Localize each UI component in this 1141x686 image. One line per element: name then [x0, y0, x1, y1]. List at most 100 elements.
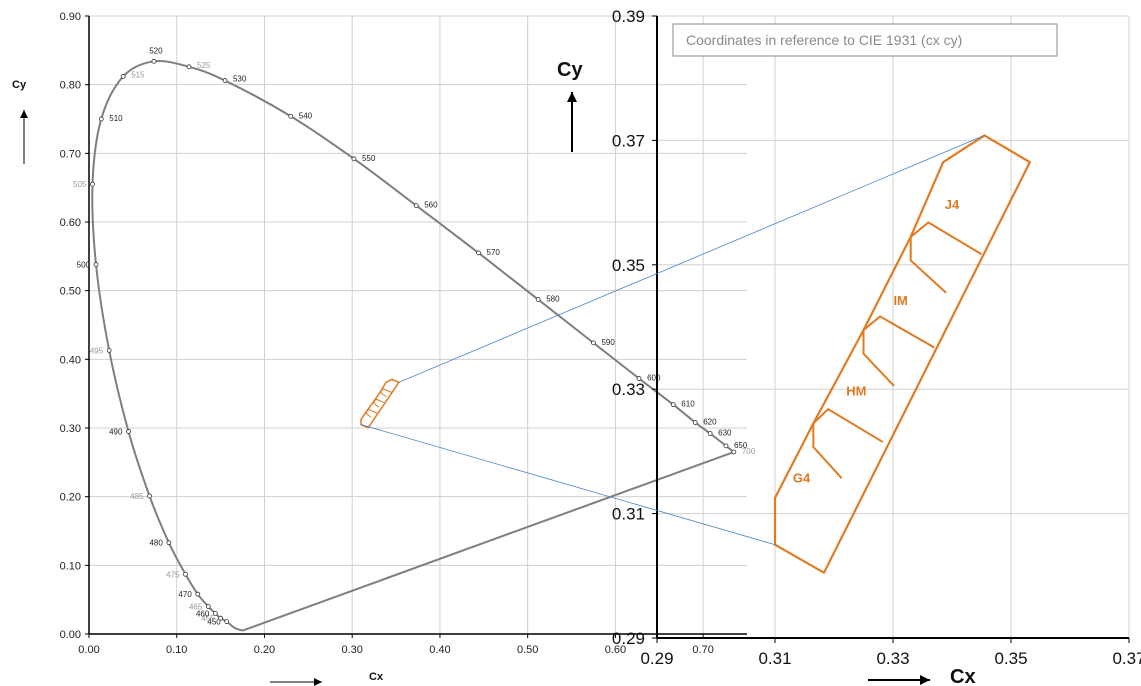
left-y-tick-label: 0.10	[60, 560, 81, 572]
bin-boundary	[862, 315, 935, 349]
wavelength-point	[205, 604, 211, 609]
right-y-tick-label: 0.29	[612, 629, 645, 648]
wavelength-label: 650	[734, 441, 748, 450]
wavelength-label: 540	[299, 111, 313, 120]
wavelength-point	[183, 571, 188, 577]
right-x-tick-label: 0.33	[876, 649, 909, 668]
bin-boundary	[909, 236, 947, 294]
wavelength-label: 505	[73, 180, 87, 189]
bin-boundary	[910, 221, 983, 256]
line-of-purples	[242, 451, 735, 632]
wavelength-point	[636, 376, 642, 381]
bin-boundary-small	[380, 388, 392, 393]
zoom-leader-lines	[360, 135, 985, 546]
right-x-tick-label: 0.37	[1112, 649, 1141, 668]
left-y-tick-label: 0.90	[60, 11, 81, 23]
left-y-arrow	[20, 110, 28, 164]
annotation-text: Coordinates in reference to CIE 1931 (cx…	[686, 32, 962, 48]
bin-boundary-small	[373, 400, 380, 408]
bin-boundary-small	[380, 390, 387, 398]
bin-label-g4: G4	[793, 471, 811, 486]
wavelength-label: 495	[90, 346, 104, 355]
bin-boundary-small	[373, 398, 385, 404]
wavelength-label: 580	[546, 295, 560, 304]
wavelength-label: 530	[233, 75, 247, 84]
right-y-tick-label: 0.35	[612, 256, 645, 275]
bin-label-im: IM	[893, 293, 907, 308]
wavelength-point	[120, 74, 126, 79]
wavelength-point	[723, 443, 729, 449]
wavelength-label: 610	[681, 400, 695, 409]
left-y-tick-label: 0.80	[60, 80, 81, 92]
left-y-tick-label: 0.30	[60, 423, 81, 435]
left-y-tick-label: 0.60	[60, 217, 81, 229]
wavelength-point	[591, 340, 596, 346]
wavelength-label: 500	[77, 261, 91, 270]
wavelength-label: 490	[109, 427, 123, 436]
wavelength-point	[166, 540, 172, 546]
left-y-tick-label: 0.50	[60, 286, 81, 298]
wavelength-point	[186, 64, 192, 70]
wavelength-point	[93, 262, 99, 267]
left-x-tick-label: 0.50	[517, 644, 538, 656]
wavelength-point	[731, 449, 737, 455]
right-y-arrow	[567, 92, 577, 152]
wavelength-point	[218, 615, 224, 621]
bin-boundary	[862, 330, 895, 387]
left-y-axis-title: Cy	[12, 79, 27, 91]
bin-boundary-small	[366, 409, 378, 414]
left-x-tick-label: 0.60	[605, 644, 626, 656]
right-y-tick-label: 0.33	[612, 380, 645, 399]
wavelength-label: 700	[742, 447, 756, 456]
left-y-tick-label: 0.40	[60, 354, 81, 366]
wavelength-point	[288, 113, 294, 119]
left-x-tick-label: 0.40	[429, 644, 450, 656]
left-x-arrow	[270, 678, 322, 686]
wavelength-point	[692, 420, 698, 425]
wavelength-label: 510	[109, 114, 123, 123]
wavelength-label: 515	[131, 70, 145, 79]
right-y-axis-title: Cy	[557, 59, 583, 81]
left-x-tick-label: 0.30	[341, 644, 362, 656]
wavelength-point	[224, 619, 230, 625]
wavelength-label: 525	[197, 61, 211, 70]
wavelength-label: 470	[178, 590, 192, 599]
wavelength-point	[707, 431, 713, 436]
annotation-box	[672, 23, 1058, 57]
right-x-axis-title: Cx	[950, 666, 976, 686]
left-x-tick-label: 0.00	[78, 644, 99, 656]
wavelength-label: 550	[362, 154, 376, 163]
wavelength-label: 560	[424, 201, 438, 210]
left-y-tick-label: 0.70	[60, 148, 81, 160]
wavelength-point	[151, 58, 157, 64]
wavelength-label: 465	[189, 603, 203, 612]
left-y-tick-label: 0.20	[60, 492, 81, 504]
wavelength-point	[670, 402, 676, 408]
leader-line-bottom	[360, 424, 776, 546]
wavelength-point	[413, 203, 419, 208]
wavelength-point	[476, 250, 481, 256]
bin-label-hm: HM	[846, 383, 866, 398]
wavelength-label: 590	[601, 338, 615, 347]
right-x-arrow	[868, 675, 930, 685]
right-x-tick-label: 0.35	[994, 649, 1027, 668]
right-x-tick-label: 0.29	[640, 649, 673, 668]
left-x-tick-label: 0.10	[166, 644, 187, 656]
wavelength-label: 455	[201, 614, 215, 623]
wavelength-point	[126, 429, 131, 434]
bin-outline	[773, 134, 1031, 574]
wavelength-label: 475	[166, 570, 180, 579]
wavelength-point	[222, 78, 228, 83]
wavelength-label: 600	[647, 374, 661, 383]
wavelength-label: 520	[149, 46, 163, 55]
right-x-tick-label: 0.31	[758, 649, 791, 668]
bin-label-j4: J4	[945, 197, 960, 212]
wavelength-point	[212, 611, 218, 616]
left-x-tick-label: 0.70	[692, 644, 713, 656]
right-y-tick-label: 0.39	[612, 7, 645, 26]
wavelength-point	[535, 297, 541, 302]
bin-outline-small	[360, 378, 400, 429]
wavelength-label: 485	[130, 492, 144, 501]
leader-line-top	[398, 135, 985, 383]
